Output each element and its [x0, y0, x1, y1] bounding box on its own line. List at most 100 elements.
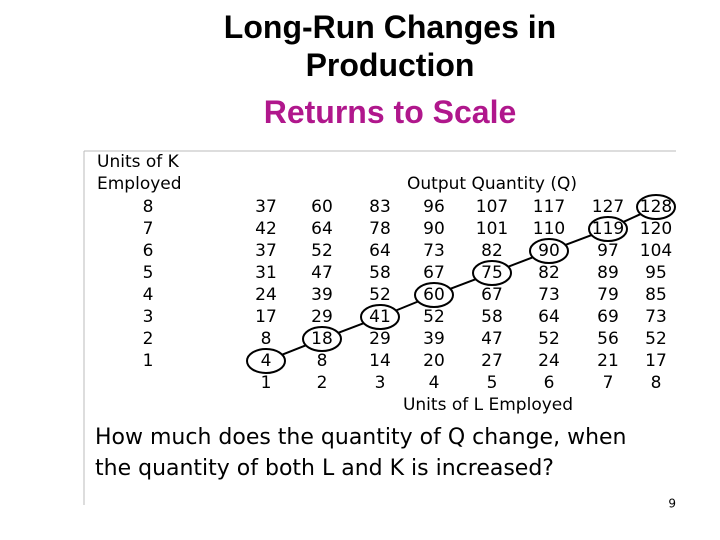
cell-value: 67	[481, 285, 503, 305]
title: Long-Run Changes in Production	[223, 9, 557, 83]
cell-value: 79	[597, 285, 619, 305]
cell-value: 14	[369, 351, 391, 371]
cell-value: 73	[538, 285, 560, 305]
cell-value: 110	[533, 219, 565, 239]
highlight-circle	[414, 282, 454, 308]
connector	[507, 256, 534, 268]
cell-value: 83	[369, 197, 391, 217]
cell-value: 24	[538, 351, 560, 371]
k-value: 4	[143, 285, 154, 305]
cell-value: 18	[311, 329, 333, 349]
cell-value: 95	[645, 263, 667, 283]
highlight-circle	[246, 348, 286, 374]
cell-value: 73	[423, 241, 445, 261]
cell-value: 82	[481, 241, 503, 261]
cell-value: 41	[369, 307, 391, 327]
cell-value: 60	[423, 285, 445, 305]
cell-value: 52	[311, 241, 333, 261]
k-value: 6	[143, 241, 154, 261]
cell-value: 29	[311, 307, 333, 327]
cell-value: 37	[255, 197, 277, 217]
highlight-circle	[636, 194, 676, 220]
cell-value: 17	[255, 307, 277, 327]
cell-value: 90	[538, 241, 560, 261]
cell-value: 52	[369, 285, 391, 305]
cell-value: 52	[538, 329, 560, 349]
cell-value: 119	[592, 219, 624, 239]
cell-value: 17	[645, 351, 667, 371]
highlight-circle	[529, 238, 569, 264]
k-value: 7	[143, 219, 154, 239]
cell-value: 58	[481, 307, 503, 327]
k-value: 5	[143, 263, 154, 283]
cell-value: 97	[597, 241, 619, 261]
cell-value: 64	[538, 307, 560, 327]
cell-value: 85	[645, 285, 667, 305]
k-value: 3	[143, 307, 154, 327]
subtitle: Returns to Scale	[263, 94, 517, 130]
cell-value: 101	[476, 219, 508, 239]
k-value: 2	[143, 329, 154, 349]
cell-value: 47	[311, 263, 333, 283]
connector	[622, 213, 642, 223]
cell-value: 8	[261, 329, 272, 349]
cell-value: 52	[423, 307, 445, 327]
highlight-circle	[360, 304, 400, 330]
cell-value: 75	[481, 263, 503, 283]
k-value: 1	[143, 351, 154, 371]
connector	[449, 278, 477, 290]
cell-value: 90	[423, 219, 445, 239]
cell-value: 104	[640, 241, 672, 261]
cell-value: 64	[369, 241, 391, 261]
cell-value: 21	[597, 351, 619, 371]
cell-value: 37	[255, 241, 277, 261]
cell-value: 73	[645, 307, 667, 327]
cell-value: 96	[423, 197, 445, 217]
l-value: 8	[651, 373, 662, 393]
cell-value: 78	[369, 219, 391, 239]
k-value: 8	[143, 197, 154, 217]
cell-value: 67	[423, 263, 445, 283]
l-value: 6	[544, 373, 555, 393]
cell-value: 47	[481, 329, 503, 349]
l-label: Units of L Employed	[403, 395, 573, 415]
page-number: 9	[668, 497, 676, 511]
highlight-circle	[472, 260, 512, 286]
cell-value: 8	[317, 351, 328, 371]
l-value: 3	[375, 373, 386, 393]
cell-value: 56	[597, 329, 619, 349]
cell-value: 4	[261, 351, 272, 371]
cell-value: 39	[423, 329, 445, 349]
highlight-circle	[588, 216, 628, 242]
cell-value: 27	[481, 351, 503, 371]
cell-value: 39	[311, 285, 333, 305]
cell-value: 69	[597, 307, 619, 327]
cell-value: 58	[369, 263, 391, 283]
connector	[395, 300, 419, 312]
cell-value: 29	[369, 329, 391, 349]
output-label: Output Quantity (Q)	[407, 174, 577, 194]
connector	[281, 344, 307, 356]
cell-value: 42	[255, 219, 277, 239]
cell-value: 127	[592, 197, 624, 217]
k-label: Employed	[97, 174, 182, 194]
l-value: 4	[429, 373, 440, 393]
cell-value: 52	[645, 329, 667, 349]
connector	[337, 322, 365, 334]
cell-value: 64	[311, 219, 333, 239]
k-label: Units of K	[97, 152, 180, 172]
connector	[565, 234, 592, 246]
l-value: 1	[261, 373, 272, 393]
cell-value: 24	[255, 285, 277, 305]
cell-value: 89	[597, 263, 619, 283]
l-value: 2	[317, 373, 328, 393]
cell-value: 82	[538, 263, 560, 283]
cell-value: 20	[423, 351, 445, 371]
cell-value: 128	[640, 197, 672, 217]
cell-value: 117	[533, 197, 565, 217]
cell-value: 31	[255, 263, 277, 283]
l-value: 5	[487, 373, 498, 393]
highlight-circle	[302, 326, 342, 352]
